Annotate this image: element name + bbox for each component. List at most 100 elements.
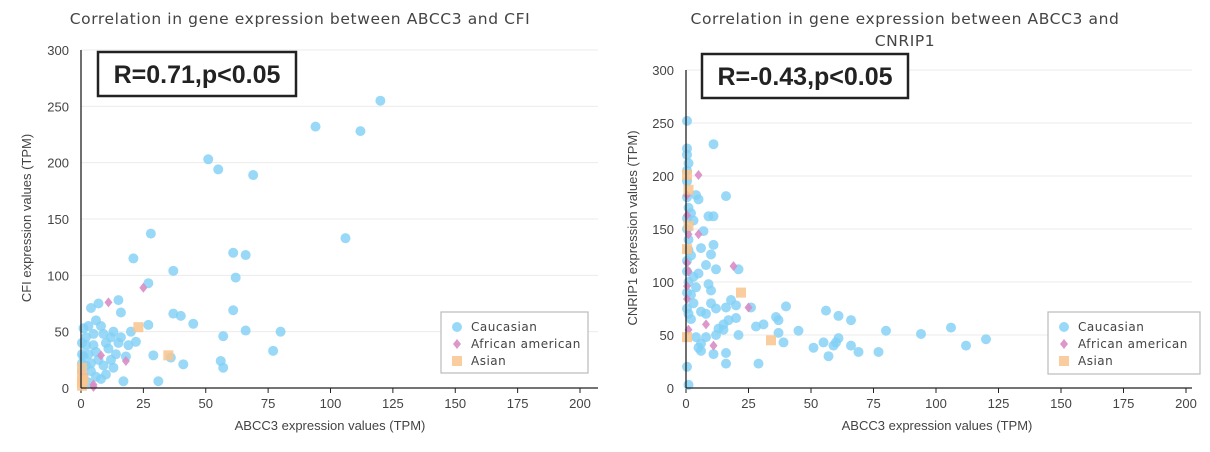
data-point-circle — [831, 337, 841, 348]
x-tick-label: 100 — [320, 396, 342, 411]
correlation-text: R=-0.43,p<0.05 — [717, 63, 892, 91]
data-point-circle — [168, 265, 179, 276]
data-point-square — [163, 350, 174, 361]
y-tick-label: 100 — [47, 268, 69, 283]
y-tick-label: 200 — [652, 169, 674, 184]
data-point-circle — [105, 354, 116, 365]
y-tick-label: 300 — [47, 43, 69, 58]
data-point-circle — [130, 336, 141, 347]
data-point-square — [683, 184, 694, 195]
data-point-square — [766, 335, 776, 346]
data-point-circle — [773, 315, 784, 326]
legend-box — [440, 311, 589, 374]
data-point-circle — [758, 319, 769, 330]
data-point-square — [133, 322, 144, 333]
data-point-circle — [821, 305, 831, 316]
data-points — [77, 95, 386, 392]
data-point-circle — [981, 334, 991, 345]
data-point-circle — [686, 314, 696, 325]
data-point-circle — [682, 303, 692, 314]
legend-square-icon — [452, 356, 462, 366]
y-axis-label: CNRIP1 expression values (TPM) — [625, 130, 640, 325]
data-point-circle — [696, 243, 706, 254]
data-point-circle — [846, 315, 856, 326]
data-point-circle — [88, 328, 99, 339]
data-point-circle — [781, 301, 791, 312]
data-point-circle — [961, 340, 971, 351]
data-point-circle — [188, 318, 199, 329]
legend-label: Caucasian — [471, 320, 537, 334]
data-point-circle — [228, 305, 239, 316]
y-tick-label: 0 — [667, 381, 674, 396]
data-point-circle — [77, 337, 87, 348]
data-point-circle — [230, 272, 241, 283]
y-tick-label: 100 — [652, 275, 674, 290]
data-point-circle — [98, 328, 109, 339]
data-point-circle — [108, 326, 119, 337]
y-tick-label: 300 — [652, 63, 674, 78]
data-point-diamond — [683, 210, 691, 221]
x-tick-label: 75 — [261, 396, 275, 411]
legend: Caucasian African american Asian — [440, 311, 589, 374]
data-point-circle — [143, 319, 154, 330]
data-point-circle — [721, 358, 731, 369]
legend-circle-icon — [452, 322, 462, 332]
x-axis-label: ABCC3 expression values (TPM) — [235, 418, 426, 433]
legend-label: African american — [1078, 337, 1188, 351]
data-point-circle — [708, 349, 719, 360]
legend-item: Asian — [452, 354, 506, 368]
data-point-circle — [823, 351, 834, 362]
data-point-diamond — [694, 169, 703, 180]
data-point-circle — [118, 376, 129, 387]
data-point-circle — [721, 191, 731, 202]
data-point-circle — [148, 350, 159, 361]
x-tick-label: 100 — [925, 396, 947, 411]
y-tick-labels: 0 50 100 150 200 250 300 — [47, 43, 69, 396]
series-caucasian — [682, 115, 991, 390]
data-point-circle — [682, 361, 692, 372]
data-point-square — [682, 169, 692, 180]
x-tick-label: 25 — [741, 396, 755, 411]
y-axis-label: CFI expression values (TPM) — [19, 134, 34, 302]
data-point-diamond — [702, 319, 710, 330]
data-point-circle — [846, 340, 856, 351]
correlation-annotation: R=-0.43,p<0.05 — [700, 52, 910, 100]
data-point-circle — [693, 268, 704, 279]
legend-label: African american — [471, 337, 581, 351]
y-tick-label: 50 — [55, 325, 69, 340]
chart-title-line-1: Correlation in gene expression between A… — [691, 10, 1120, 28]
y-tick-label: 0 — [62, 381, 69, 396]
data-point-circle — [708, 139, 719, 150]
legend-box — [1047, 311, 1201, 375]
data-point-circle — [123, 340, 134, 351]
data-point-circle — [128, 253, 139, 264]
data-point-circle — [753, 358, 764, 369]
data-point-square — [78, 375, 89, 386]
legend-label: Caucasian — [1078, 320, 1144, 334]
data-point-circle — [268, 345, 279, 356]
data-point-diamond — [729, 261, 738, 272]
data-point-circle — [203, 154, 214, 165]
y-tick-label: 250 — [47, 99, 69, 114]
x-tick-label: 75 — [866, 396, 880, 411]
data-point-circle — [340, 233, 351, 244]
data-point-diamond — [683, 293, 691, 304]
data-point-circle — [213, 164, 224, 175]
data-point-square — [683, 220, 694, 231]
chart-abcc3-cfi: Correlation in gene expression between A… — [19, 10, 598, 433]
x-tick-label: 0 — [77, 396, 84, 411]
x-tick-label: 200 — [569, 396, 591, 411]
legend-item: Asian — [1059, 354, 1113, 368]
x-tick-label: 175 — [1113, 396, 1135, 411]
data-point-circle — [916, 328, 926, 339]
x-tick-labels: 0 25 50 75 100 125 150 175 200 — [77, 388, 591, 411]
data-point-circle — [103, 343, 114, 354]
x-axis-label: ABCC3 expression values (TPM) — [842, 418, 1033, 433]
data-point-circle — [228, 247, 239, 258]
data-point-circle — [115, 307, 126, 318]
data-point-circle — [693, 194, 704, 205]
data-point-diamond — [709, 340, 718, 351]
data-point-circle — [90, 315, 101, 326]
x-tick-label: 125 — [382, 396, 404, 411]
